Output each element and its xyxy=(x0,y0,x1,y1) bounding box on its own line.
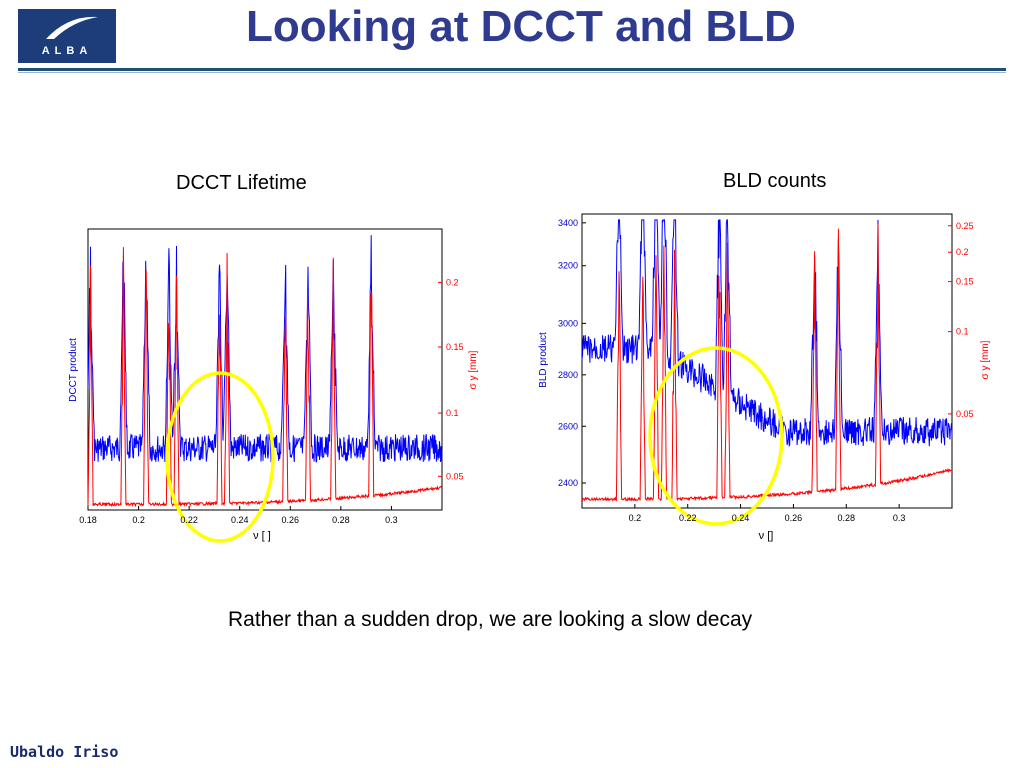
y2-axis-label: σ y [mm] xyxy=(468,350,479,389)
x-tick-label: 0.26 xyxy=(785,513,803,523)
x-tick-label: 0.24 xyxy=(732,513,750,523)
x-tick-label: 0.3 xyxy=(893,513,906,523)
y2-tick-label: 0.1 xyxy=(956,327,969,337)
y2-axis-label: σ y [mm] xyxy=(980,340,991,379)
series-group xyxy=(87,235,443,543)
y2-tick-label: 0.05 xyxy=(446,471,464,481)
y2-tick-label: 0.25 xyxy=(956,221,974,231)
plot-frame xyxy=(581,213,953,509)
x-tick-label: 0.22 xyxy=(180,515,198,525)
blue-series-line xyxy=(581,219,953,447)
plot-frame xyxy=(87,228,443,511)
axes-group: 0.2 0.22 0.24 0.26 0.28 0.3 2400 2600 2800 3000 32… xyxy=(558,218,974,523)
highlight-ellipse xyxy=(648,346,784,526)
x-tick-label: 0.22 xyxy=(679,513,697,523)
right-plot-label: BLD counts xyxy=(723,170,827,192)
axes-group: 0.18 0.2 0.22 0.24 0.26 0.28 0.3 0.05 0.1 0.15 0.2 xyxy=(79,277,463,525)
x-tick-label: 0.28 xyxy=(838,513,856,523)
series-group xyxy=(581,219,953,526)
x-axis-label: ν [ ] xyxy=(253,530,271,542)
x-tick-label: 0.2 xyxy=(629,513,642,523)
y2-tick-label: 0.15 xyxy=(956,277,974,287)
slide-caption: Rather than a sudden drop, we are lookin… xyxy=(228,608,753,631)
y2-tick-label: 0.05 xyxy=(956,409,974,419)
y-axis-label: DCCT product xyxy=(68,338,79,402)
highlight-ellipse xyxy=(165,371,275,543)
dcct-chart: 0.18 0.2 0.22 0.24 0.26 0.28 0.3 0.05 0.1 0.15 0.2… xyxy=(68,228,479,543)
y-tick-label: 3200 xyxy=(558,261,578,271)
title-divider xyxy=(18,68,1006,71)
x-tick-label: 0.28 xyxy=(332,515,350,525)
y2-tick-label: 0.2 xyxy=(446,277,459,287)
logo-text: ALBA xyxy=(41,45,93,57)
y2-tick-label: 0.15 xyxy=(446,342,464,352)
author-name: Ubaldo Iriso xyxy=(10,743,119,761)
x-axis-label: ν [] xyxy=(759,530,774,542)
title-divider-thin xyxy=(18,72,1006,73)
x-tick-label: 0.18 xyxy=(79,515,97,525)
alba-logo: ALBA xyxy=(18,9,116,63)
y-tick-label: 2400 xyxy=(558,478,578,488)
logo-swoosh-icon xyxy=(46,16,98,39)
x-tick-label: 0.3 xyxy=(385,515,398,525)
red-series-line xyxy=(87,247,443,508)
y2-tick-label: 0.1 xyxy=(446,408,459,418)
x-tick-label: 0.26 xyxy=(282,515,300,525)
left-plot-label: DCCT Lifetime xyxy=(176,172,307,194)
y-tick-label: 3400 xyxy=(558,218,578,228)
x-tick-label: 0.2 xyxy=(132,515,145,525)
y-tick-label: 2600 xyxy=(558,421,578,431)
red-series-line xyxy=(581,224,953,503)
x-tick-label: 0.24 xyxy=(231,515,249,525)
bld-chart: 0.2 0.22 0.24 0.26 0.28 0.3 2400 2600 2800 3000 32… xyxy=(538,213,991,542)
page-title: Looking at DCCT and BLD xyxy=(246,2,796,51)
y-axis-label: BLD product xyxy=(538,332,549,388)
y2-tick-label: 0.2 xyxy=(956,247,969,257)
y-tick-label: 2800 xyxy=(558,370,578,380)
y-tick-label: 3000 xyxy=(558,318,578,328)
blue-series-line xyxy=(87,235,443,463)
